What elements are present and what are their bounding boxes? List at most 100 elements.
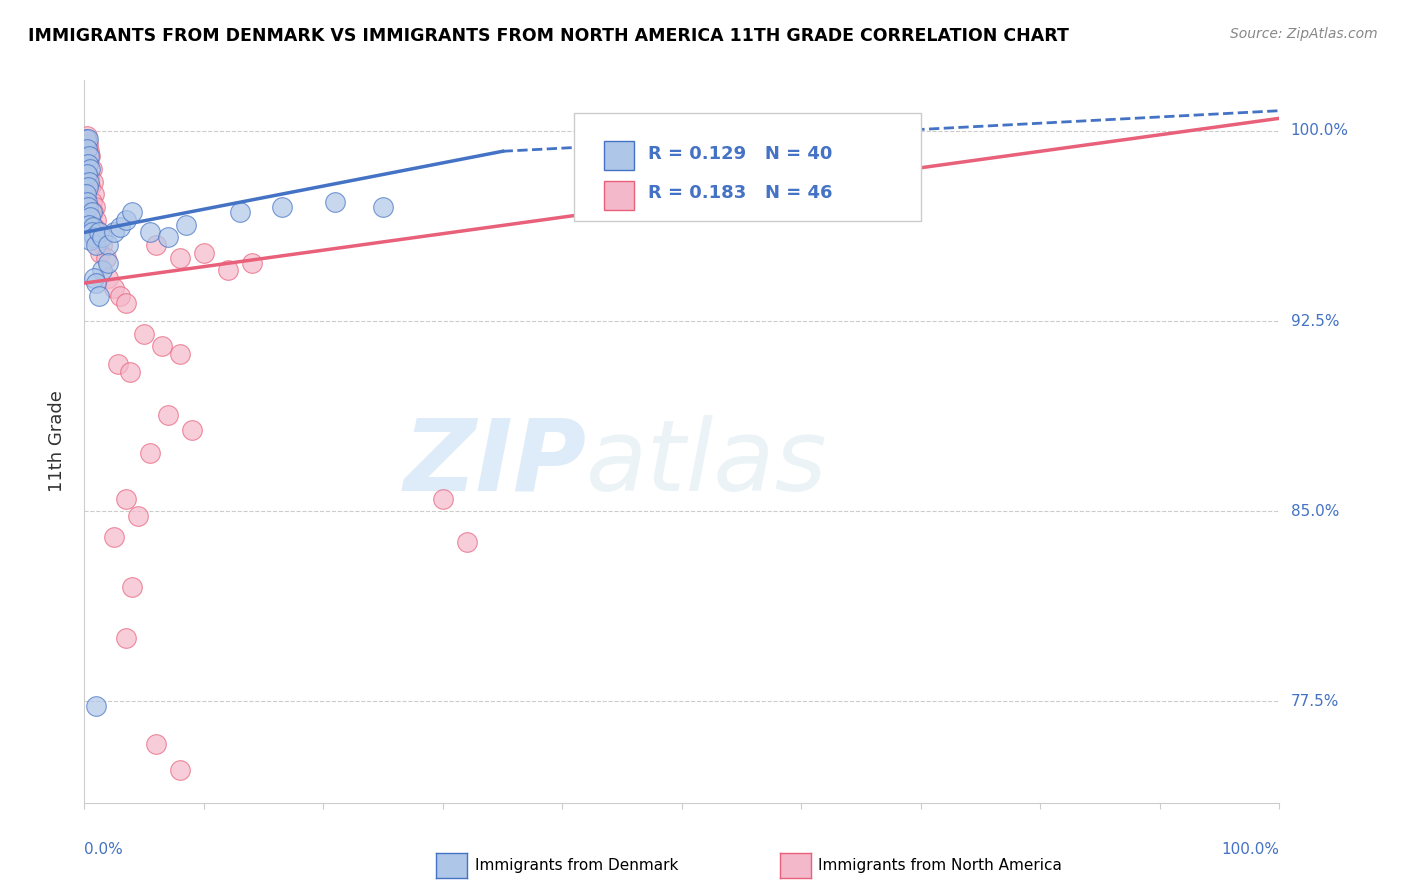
Text: 100.0%: 100.0% xyxy=(1291,123,1348,138)
Point xyxy=(103,530,125,544)
Point xyxy=(217,263,239,277)
Point xyxy=(157,408,180,422)
Text: Immigrants from North America: Immigrants from North America xyxy=(818,858,1062,872)
Text: R = 0.129   N = 40: R = 0.129 N = 40 xyxy=(648,145,832,163)
Point xyxy=(145,238,167,252)
Point xyxy=(373,200,395,214)
Point xyxy=(181,423,204,437)
Point xyxy=(76,142,98,156)
Point xyxy=(118,365,141,379)
Point xyxy=(139,446,162,460)
Point xyxy=(169,347,191,361)
Point xyxy=(87,226,110,240)
Text: IMMIGRANTS FROM DENMARK VS IMMIGRANTS FROM NORTH AMERICA 11TH GRADE CORRELATION : IMMIGRANTS FROM DENMARK VS IMMIGRANTS FR… xyxy=(28,27,1069,45)
Point xyxy=(76,194,98,209)
Point xyxy=(77,200,100,214)
Point xyxy=(139,226,162,240)
Point xyxy=(115,631,138,645)
Point xyxy=(77,157,100,171)
Point xyxy=(107,357,129,371)
Point xyxy=(79,233,101,247)
Text: 0.0%: 0.0% xyxy=(84,842,124,856)
Text: Immigrants from Denmark: Immigrants from Denmark xyxy=(475,858,679,872)
Point xyxy=(115,296,138,310)
Point xyxy=(77,145,100,159)
Point xyxy=(91,230,114,244)
Y-axis label: 11th Grade: 11th Grade xyxy=(48,391,66,492)
Point xyxy=(80,226,103,240)
Point xyxy=(97,256,120,270)
FancyBboxPatch shape xyxy=(575,112,921,221)
Point xyxy=(76,167,98,181)
Point xyxy=(82,205,104,219)
Point xyxy=(132,326,156,341)
Point xyxy=(270,200,292,214)
Text: 92.5%: 92.5% xyxy=(1291,314,1339,328)
Point xyxy=(79,179,101,194)
FancyBboxPatch shape xyxy=(605,141,634,170)
Point xyxy=(115,491,138,506)
Point xyxy=(94,251,117,265)
Point xyxy=(83,271,105,285)
Text: Source: ZipAtlas.com: Source: ZipAtlas.com xyxy=(1230,27,1378,41)
Point xyxy=(79,210,101,224)
Point xyxy=(103,281,125,295)
Point xyxy=(87,226,110,240)
Text: 85.0%: 85.0% xyxy=(1291,504,1339,519)
Point xyxy=(87,289,110,303)
Point xyxy=(79,149,101,163)
Point xyxy=(150,339,173,353)
Point xyxy=(80,194,103,209)
Text: R = 0.183   N = 46: R = 0.183 N = 46 xyxy=(648,185,832,202)
Point xyxy=(193,245,215,260)
Point xyxy=(86,276,108,290)
Text: atlas: atlas xyxy=(586,415,828,512)
Text: 77.5%: 77.5% xyxy=(1291,694,1339,709)
Point xyxy=(75,187,97,202)
Point xyxy=(121,205,143,219)
Point xyxy=(127,509,149,524)
Point xyxy=(86,212,108,227)
Point xyxy=(229,205,252,219)
Point xyxy=(91,238,114,252)
Text: ZIP: ZIP xyxy=(404,415,586,512)
Point xyxy=(110,220,132,235)
Point xyxy=(240,256,263,270)
Point xyxy=(80,161,103,176)
Point xyxy=(82,175,104,189)
Point xyxy=(169,251,191,265)
Point xyxy=(432,491,454,506)
Point xyxy=(86,238,108,252)
Point xyxy=(169,763,191,777)
Point xyxy=(75,131,97,145)
Point xyxy=(84,200,107,214)
Point xyxy=(77,157,100,171)
Point xyxy=(77,149,100,163)
Point xyxy=(77,169,100,184)
Point xyxy=(77,218,100,232)
Point xyxy=(91,263,114,277)
Point xyxy=(325,194,347,209)
Text: 100.0%: 100.0% xyxy=(1222,842,1279,856)
Point xyxy=(79,161,101,176)
Point xyxy=(456,534,478,549)
Point xyxy=(80,205,103,219)
Point xyxy=(97,238,120,252)
Point xyxy=(77,136,100,151)
Point xyxy=(89,245,111,260)
Point xyxy=(82,220,104,235)
FancyBboxPatch shape xyxy=(605,181,634,210)
Point xyxy=(121,580,143,594)
Point xyxy=(97,271,120,285)
Point xyxy=(103,226,125,240)
Point xyxy=(77,131,100,145)
Point xyxy=(145,738,167,752)
Point xyxy=(83,230,105,244)
Point xyxy=(77,175,100,189)
Point xyxy=(83,220,105,235)
Point xyxy=(157,230,180,244)
Point xyxy=(174,218,197,232)
Point xyxy=(86,699,108,714)
Point xyxy=(76,129,98,144)
Point xyxy=(115,212,138,227)
